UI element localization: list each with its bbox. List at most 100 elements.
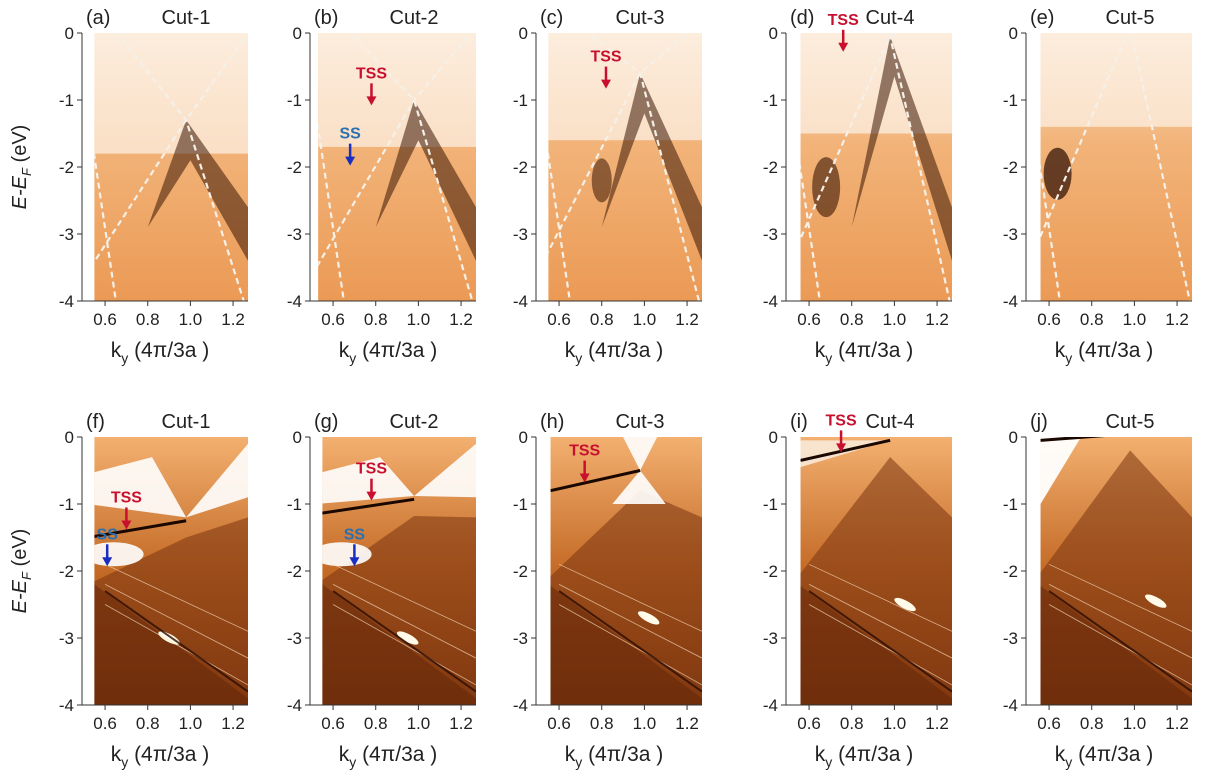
panel-title: Cut-1 bbox=[162, 411, 211, 433]
x-tick-label: 1.0 bbox=[883, 714, 907, 733]
fine-band bbox=[808, 604, 952, 686]
axes: 0 -1 -2 -3 -4 0.6 0.8 1.0 1.2 bbox=[287, 428, 476, 733]
x-tick-label: 0.8 bbox=[840, 714, 864, 733]
x-tick-label: 0.6 bbox=[1037, 714, 1061, 733]
fine-band bbox=[1048, 584, 1192, 659]
dark-region bbox=[800, 585, 952, 705]
y-tick-label: -4 bbox=[763, 696, 778, 715]
x-axis-label: ky (4π/3a ) bbox=[565, 339, 664, 366]
annotation-label: TSS bbox=[826, 412, 857, 429]
arrow-head-icon bbox=[579, 473, 590, 483]
panel-letter: (i) bbox=[790, 411, 808, 433]
y-axis-label: E-EF (eV) bbox=[9, 125, 34, 210]
panel-title: Cut-4 bbox=[866, 7, 915, 29]
panel-letter: (e) bbox=[1030, 7, 1054, 29]
x-tick-label: 1.2 bbox=[675, 714, 699, 733]
dark-band-line bbox=[104, 590, 249, 693]
y-tick-label: -3 bbox=[513, 225, 528, 244]
ss-annotation: SS bbox=[97, 526, 118, 567]
fine-band bbox=[1048, 563, 1192, 632]
dark-spot bbox=[591, 158, 612, 203]
x-tick-label: 1.2 bbox=[449, 714, 473, 733]
panel-title: Cut-1 bbox=[162, 7, 211, 29]
y-tick-label: -3 bbox=[287, 225, 302, 244]
y-tick-label: -2 bbox=[287, 562, 302, 581]
hot-spot bbox=[396, 631, 419, 645]
dark-band bbox=[851, 36, 952, 261]
band-dashed-1 bbox=[318, 33, 473, 267]
panel-letter: (d) bbox=[790, 7, 814, 29]
panel-letter: (b) bbox=[314, 7, 338, 29]
tss-annotation: TSS bbox=[356, 461, 387, 501]
fine-band bbox=[332, 604, 476, 686]
y-tick-label: -4 bbox=[513, 696, 528, 715]
x-tick-label: 1.2 bbox=[221, 714, 245, 733]
x-tick-label: 1.0 bbox=[1123, 714, 1147, 733]
arrow-head-icon bbox=[366, 96, 377, 106]
tss-annotation: TSS bbox=[569, 443, 601, 483]
band-dashed-2 bbox=[348, 33, 474, 301]
annotation-label: TSS bbox=[828, 12, 859, 29]
y-tick-label: -2 bbox=[1003, 158, 1018, 177]
hot-spot bbox=[1144, 594, 1167, 608]
tss-annotation: TSS bbox=[826, 412, 857, 453]
y-tick-label: -2 bbox=[763, 562, 778, 581]
x-tick-label: 0.8 bbox=[840, 310, 864, 329]
y-axis-label: E-EF (eV) bbox=[9, 529, 34, 614]
x-tick-label: 1.2 bbox=[675, 310, 699, 329]
y-tick-label: -3 bbox=[287, 629, 302, 648]
panel-letter: (g) bbox=[314, 411, 338, 433]
dark-band-line bbox=[332, 590, 476, 693]
x-tick-label: 0.6 bbox=[93, 310, 117, 329]
panel-letter: (c) bbox=[540, 7, 563, 29]
x-tick-label: 0.8 bbox=[590, 310, 614, 329]
panel-d: 0 -1 -2 -3 -4 0.6 0.8 1.0 1.2 ky (4π/3a ) (d) Cut-4… bbox=[763, 7, 952, 366]
y-tick-label: -1 bbox=[1003, 495, 1018, 514]
band-dashed-3 bbox=[318, 120, 345, 301]
y-tick-label: -1 bbox=[513, 495, 528, 514]
x-axis-label: ky (4π/3a ) bbox=[815, 339, 914, 366]
dark-region bbox=[322, 584, 476, 705]
x-tick-label: 1.0 bbox=[407, 714, 431, 733]
x-tick-label: 1.0 bbox=[179, 714, 203, 733]
y-tick-label: -2 bbox=[763, 158, 778, 177]
panel-title: Cut-2 bbox=[390, 7, 439, 29]
dark-region bbox=[1040, 585, 1192, 705]
x-tick-label: 0.6 bbox=[797, 714, 821, 733]
axes: 0 -1 -2 -3 -4 0.6 0.8 1.0 1.2 bbox=[763, 24, 952, 329]
x-tick-label: 0.8 bbox=[1080, 714, 1104, 733]
band-dashed-2 bbox=[585, 33, 701, 301]
x-axis-label: ky (4π/3a ) bbox=[111, 743, 210, 770]
x-tick-label: 0.6 bbox=[321, 714, 345, 733]
annotation-label: TSS bbox=[356, 461, 387, 478]
y-tick-label: 0 bbox=[293, 428, 302, 447]
y-tick-label: 0 bbox=[1009, 24, 1018, 43]
axes: 0 -1 -2 -3 -4 0.6 0.8 1.0 1.2 bbox=[763, 428, 952, 733]
panel-c: 0 -1 -2 -3 -4 0.6 0.8 1.0 1.2 ky (4π/3a ) (c) Cut-3… bbox=[513, 7, 702, 366]
arrow-head-icon bbox=[836, 443, 847, 453]
panel-letter: (h) bbox=[540, 411, 564, 433]
light-region bbox=[1040, 33, 1192, 127]
bright-region bbox=[186, 443, 248, 518]
bright-region bbox=[94, 542, 144, 567]
band-dashed-3 bbox=[548, 148, 571, 301]
tss-line bbox=[550, 469, 641, 493]
arrow-head-icon bbox=[345, 156, 356, 166]
y-tick-label: 0 bbox=[65, 24, 74, 43]
dark-region bbox=[550, 490, 702, 705]
fine-band bbox=[808, 584, 952, 659]
y-tick-label: -1 bbox=[287, 495, 302, 514]
x-tick-label: 1.0 bbox=[883, 310, 907, 329]
tss-line bbox=[94, 519, 187, 538]
y-tick-label: -3 bbox=[763, 225, 778, 244]
panel-title: Cut-4 bbox=[866, 411, 915, 433]
panel-h: 0 -1 -2 -3 -4 0.6 0.8 1.0 1.2 ky (4π/3a ) (h) Cut-3… bbox=[513, 411, 702, 770]
ss-annotation: SS bbox=[344, 526, 365, 567]
fine-band bbox=[104, 584, 249, 659]
bright-region bbox=[800, 440, 891, 468]
bright-region bbox=[623, 437, 658, 471]
x-tick-label: 0.8 bbox=[1080, 310, 1104, 329]
y-tick-label: -2 bbox=[513, 158, 528, 177]
y-tick-label: 0 bbox=[65, 428, 74, 447]
